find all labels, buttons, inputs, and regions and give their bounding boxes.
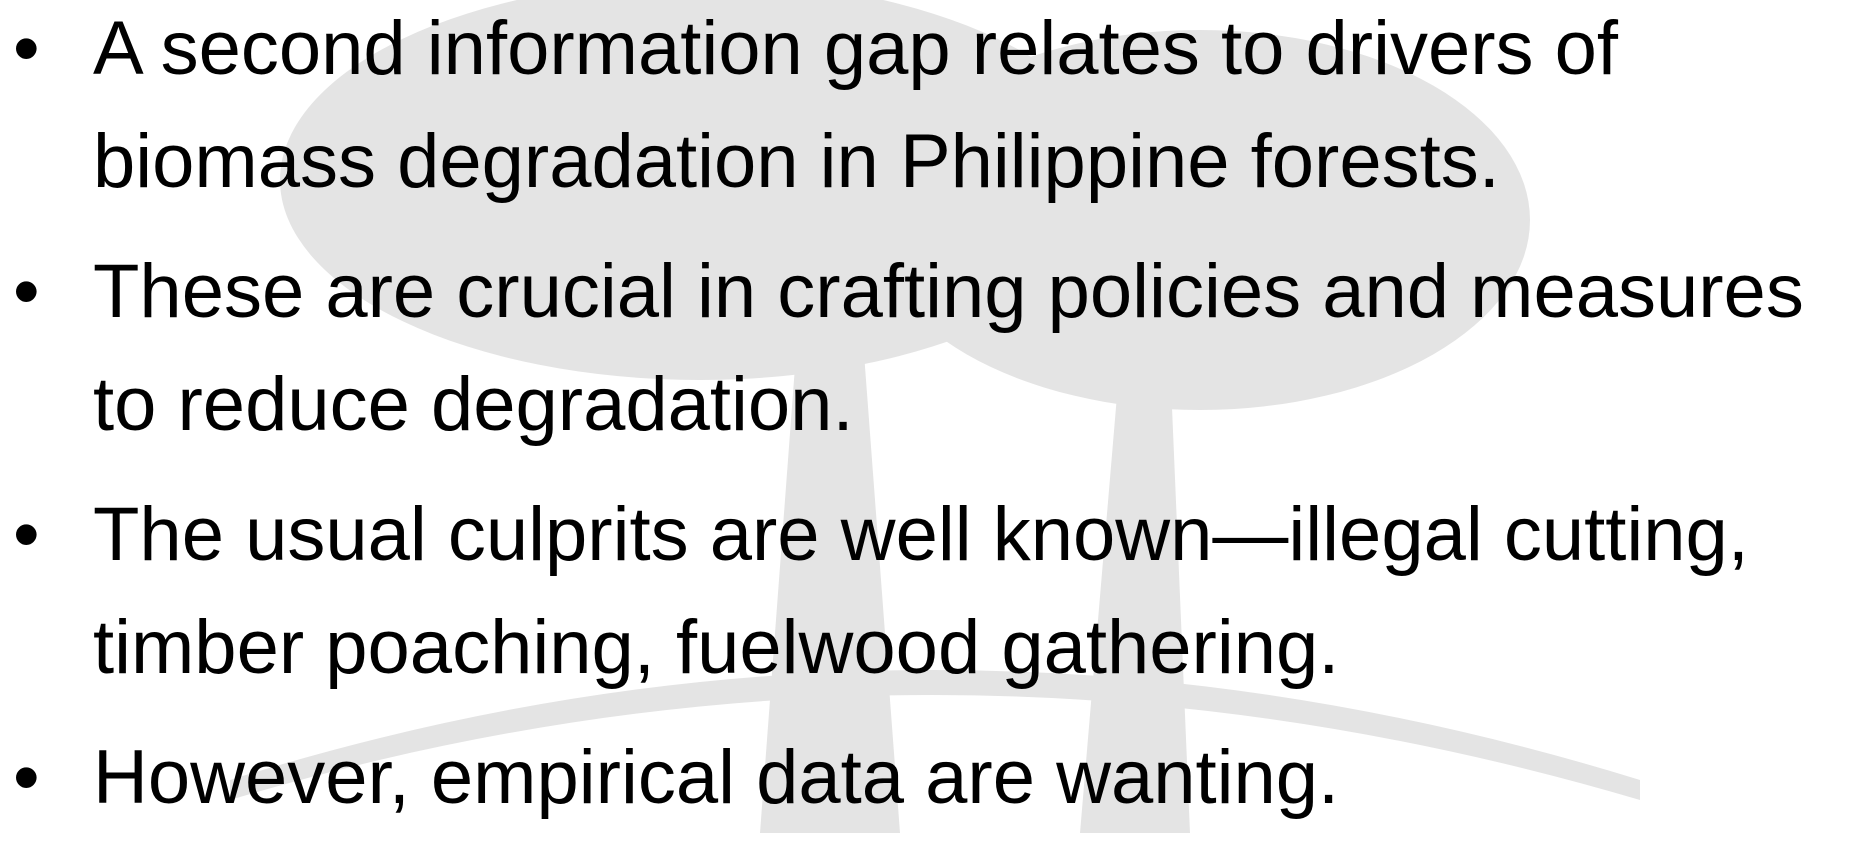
bullet: However, empirical data are wanting.: [13, 721, 1853, 834]
bullet: These are crucial in crafting policies a…: [13, 235, 1853, 461]
slide: {"bullets": [ "A second information gap …: [0, 0, 1864, 833]
bullet: A second information gap relates to driv…: [13, 0, 1853, 218]
bullet: The usual culprits are well known—illega…: [13, 478, 1853, 704]
